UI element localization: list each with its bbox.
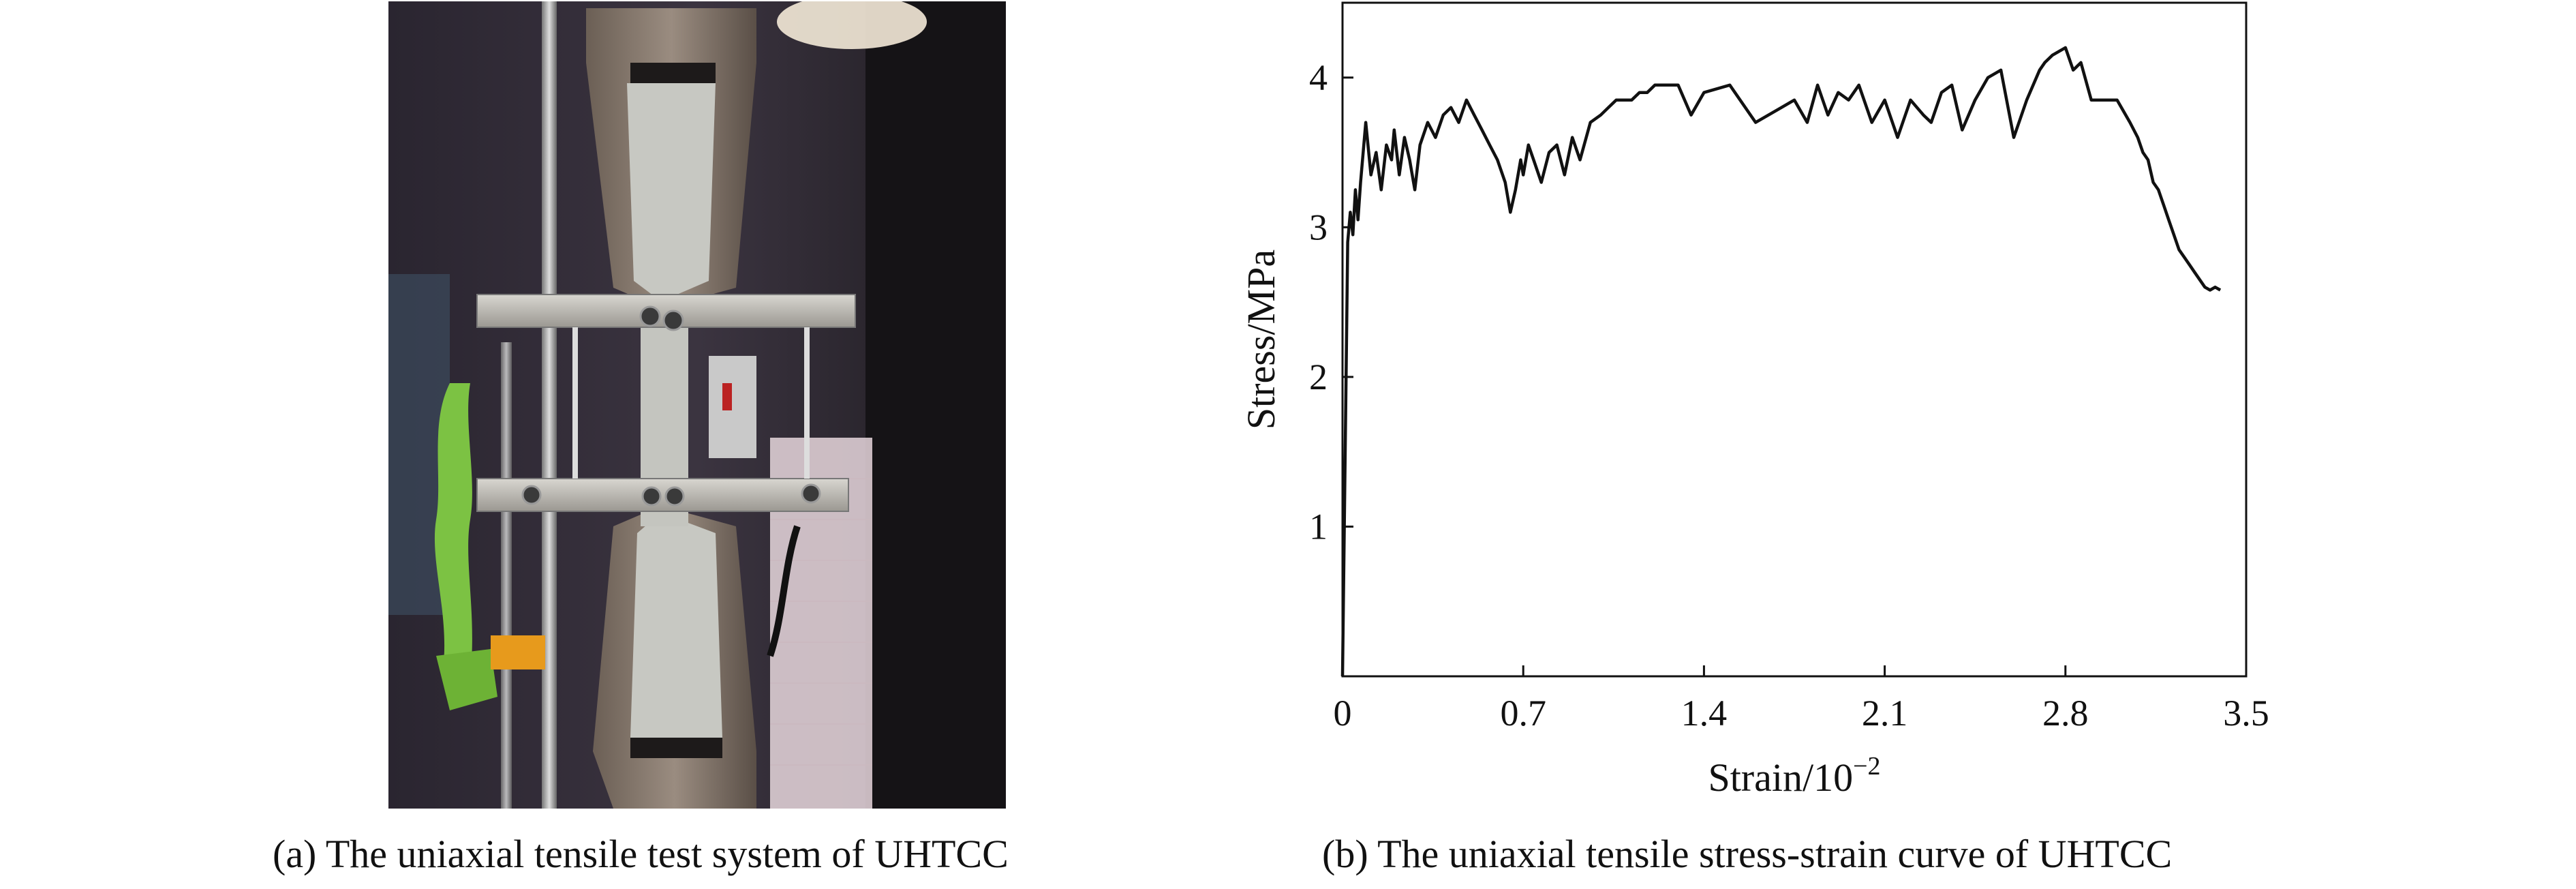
y-tick-label: 1 <box>1309 506 1328 547</box>
x-tick-label: 0.7 <box>1500 693 1546 734</box>
y-axis: 1 2 3 4 <box>1309 57 1353 547</box>
plot-frame <box>1341 1 2248 678</box>
y-tick-label: 4 <box>1309 57 1328 98</box>
test-system-illustration <box>388 1 1006 809</box>
x-tick-label: 2.8 <box>2042 693 2089 734</box>
y-tick-label: 2 <box>1309 357 1328 397</box>
x-axis: 0 0.7 1.4 2.1 2.8 3.5 <box>1334 665 2269 734</box>
stress-strain-chart: 0 0.7 1.4 2.1 2.8 3.5 1 2 3 4 Strain/10−2 Stress… <box>1213 0 2317 818</box>
x-axis-label: Strain/10−2 <box>1708 752 1880 800</box>
test-system-photo <box>388 1 1006 809</box>
x-tick-label: 1.4 <box>1681 693 1728 734</box>
caption-a: (a) The uniaxial tensile test system of … <box>273 832 1009 876</box>
stress-strain-series-line <box>1340 46 2222 677</box>
x-tick-label: 0 <box>1334 693 1352 734</box>
x-tick-label: 3.5 <box>2223 693 2269 734</box>
chart-canvas: 0 0.7 1.4 2.1 2.8 3.5 1 2 3 4 Strain/10−2 Stress… <box>1239 1 2269 800</box>
y-tick-label: 3 <box>1309 207 1328 247</box>
caption-b: (b) The uniaxial tensile stress-strain c… <box>1322 832 2173 876</box>
y-axis-label: Stress/MPa <box>1239 250 1283 430</box>
x-tick-label: 2.1 <box>1862 693 1908 734</box>
